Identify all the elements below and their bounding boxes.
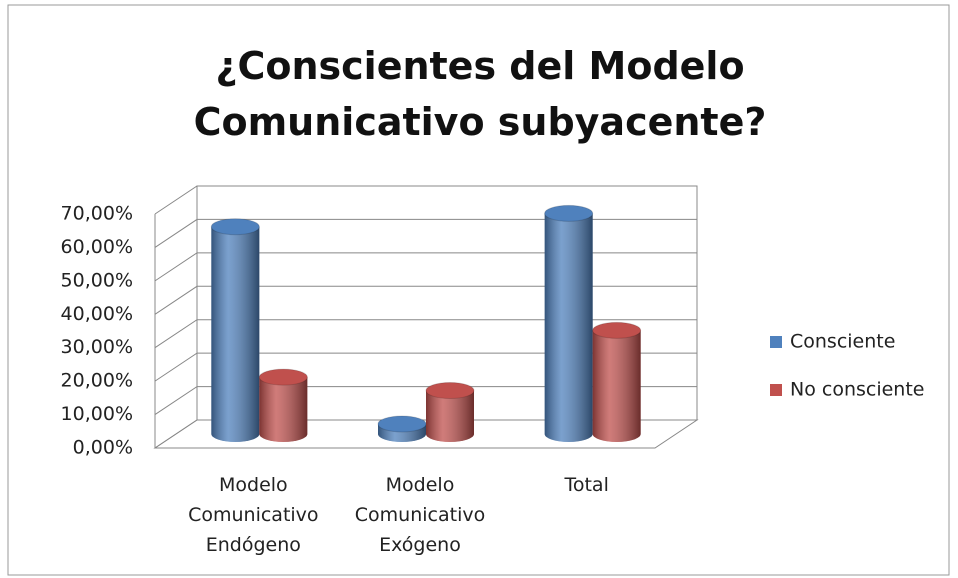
- legend-label: Consciente: [790, 331, 895, 353]
- y-tick-label: 70,00%: [61, 203, 133, 225]
- x-tick-label: Modelo Comunicativo Endógeno: [188, 474, 319, 556]
- y-tick-label: 50,00%: [61, 269, 133, 291]
- bar-top: [258, 368, 308, 386]
- bar-top: [377, 415, 427, 433]
- y-tick-label: 0,00%: [73, 437, 133, 459]
- grid-line: [154, 386, 697, 415]
- bar-top: [544, 204, 594, 222]
- chart-title: ¿Conscientes del Modelo Comunicativo sub…: [193, 44, 767, 144]
- chart-border: [7, 4, 950, 576]
- legend-swatch: [770, 384, 782, 396]
- bar-top: [592, 321, 642, 339]
- grid-line: [154, 185, 697, 215]
- grid-line: [154, 352, 697, 382]
- y-tick-label: 40,00%: [61, 303, 133, 325]
- x-tick-label: Total: [564, 474, 609, 496]
- grid-line: [154, 419, 697, 449]
- y-tick-label: 10,00%: [61, 403, 133, 425]
- bar-shade: [426, 390, 474, 442]
- bar-shade: [211, 226, 260, 442]
- legend-swatch: [770, 336, 782, 348]
- grid-line: [154, 252, 697, 282]
- bar-top: [210, 218, 260, 236]
- bar-top: [425, 382, 475, 400]
- y-tick-label: 60,00%: [61, 236, 133, 258]
- x-tick-label: Modelo Comunicativo Exógeno: [354, 474, 486, 556]
- y-tick-label: 30,00%: [61, 336, 133, 358]
- bar-shade: [592, 330, 641, 442]
- bar-shade: [544, 213, 593, 442]
- grid-line: [154, 319, 697, 349]
- bar-shade: [259, 377, 308, 442]
- grid-line: [154, 285, 697, 315]
- grid-line: [154, 218, 697, 248]
- legend-label: No consciente: [790, 379, 924, 401]
- y-tick-label: 20,00%: [61, 370, 133, 392]
